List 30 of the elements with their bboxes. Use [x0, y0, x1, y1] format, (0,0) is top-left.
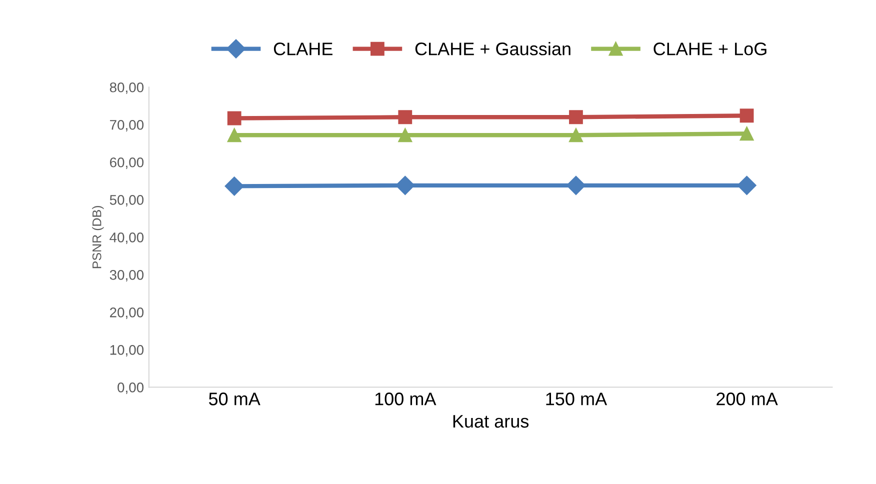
y-tick-label: 0,00	[118, 382, 144, 394]
point	[569, 128, 583, 142]
x-axis-title: Kuat arus	[453, 415, 529, 428]
y-tick-label: 50,00	[110, 194, 144, 206]
point	[398, 128, 412, 142]
y-tick-label: 60,00	[110, 157, 144, 169]
point	[224, 176, 244, 196]
point	[227, 111, 242, 126]
y-tick-label: 40,00	[110, 232, 144, 244]
x-tick-label: 200 mA	[716, 392, 778, 406]
point	[398, 110, 412, 124]
point	[737, 176, 756, 195]
y-tick-label: 20,00	[110, 308, 144, 319]
point	[566, 176, 586, 195]
point	[396, 176, 415, 195]
x-tick-label: 150 mA	[546, 392, 608, 406]
legend-label: CLAHE + LoG	[654, 42, 766, 56]
x-tick-label: 50 mA	[208, 392, 260, 406]
y-tick-label: 70,00	[110, 120, 144, 132]
y-tick-label: 30,00	[110, 270, 144, 282]
x-tick-label: 100 mA	[375, 392, 436, 406]
point	[569, 110, 583, 124]
legend-label: CLAHE	[274, 42, 332, 56]
y-tick-label: 80,00	[110, 82, 144, 94]
legend-label: CLAHE + Gaussian	[415, 42, 570, 56]
point	[740, 108, 754, 123]
point	[227, 128, 242, 142]
point	[740, 126, 754, 141]
y-axis-title: PSNR (DB)	[92, 206, 104, 268]
y-tick-label: 10,00	[110, 345, 144, 356]
